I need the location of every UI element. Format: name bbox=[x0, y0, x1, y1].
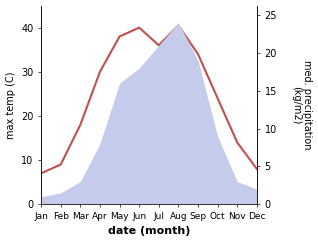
Y-axis label: med. precipitation
(kg/m2): med. precipitation (kg/m2) bbox=[291, 60, 313, 150]
Y-axis label: max temp (C): max temp (C) bbox=[5, 71, 16, 139]
X-axis label: date (month): date (month) bbox=[108, 227, 190, 236]
